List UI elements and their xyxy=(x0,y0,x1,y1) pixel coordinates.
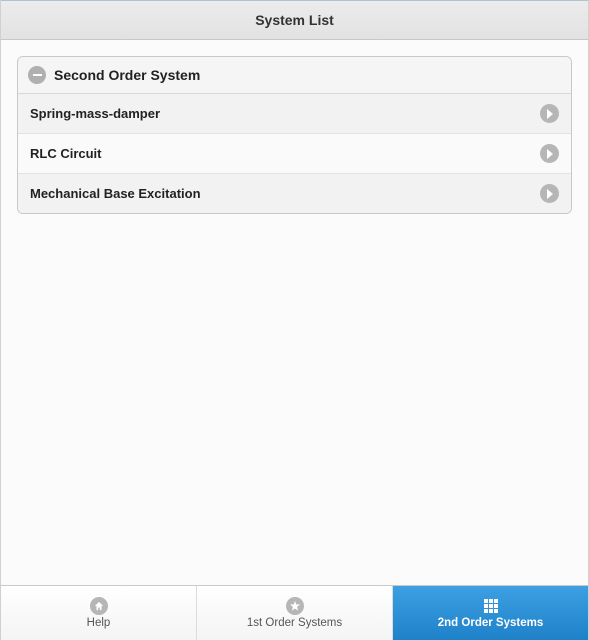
tab-label: Help xyxy=(87,617,111,629)
chevron-right-icon xyxy=(540,184,559,203)
tab-first-order[interactable]: 1st Order Systems xyxy=(197,586,393,640)
header-bar: System List xyxy=(1,0,588,40)
grid-icon xyxy=(482,597,500,615)
star-icon xyxy=(286,597,304,615)
tab-label: 2nd Order Systems xyxy=(438,617,543,629)
group-title: Second Order System xyxy=(54,67,200,83)
tab-label: 1st Order Systems xyxy=(247,617,342,629)
content-area: Second Order System Spring-mass-damper R… xyxy=(1,40,588,230)
chevron-right-icon xyxy=(540,144,559,163)
page-title: System List xyxy=(255,12,334,28)
tab-second-order[interactable]: 2nd Order Systems xyxy=(393,586,588,640)
group-items: Spring-mass-damper RLC Circuit Mechanica… xyxy=(18,94,571,213)
chevron-right-icon xyxy=(540,104,559,123)
system-group: Second Order System Spring-mass-damper R… xyxy=(17,56,572,214)
tab-bar: Help 1st Order Systems 2nd Order Systems xyxy=(1,585,588,640)
list-item-label: RLC Circuit xyxy=(30,146,102,161)
list-item-label: Spring-mass-damper xyxy=(30,106,160,121)
list-item-label: Mechanical Base Excitation xyxy=(30,186,201,201)
group-header[interactable]: Second Order System xyxy=(18,57,571,94)
collapse-icon xyxy=(28,66,46,84)
list-item[interactable]: Spring-mass-damper xyxy=(18,94,571,134)
list-item[interactable]: Mechanical Base Excitation xyxy=(18,174,571,213)
tab-help[interactable]: Help xyxy=(1,586,197,640)
home-icon xyxy=(90,597,108,615)
list-item[interactable]: RLC Circuit xyxy=(18,134,571,174)
